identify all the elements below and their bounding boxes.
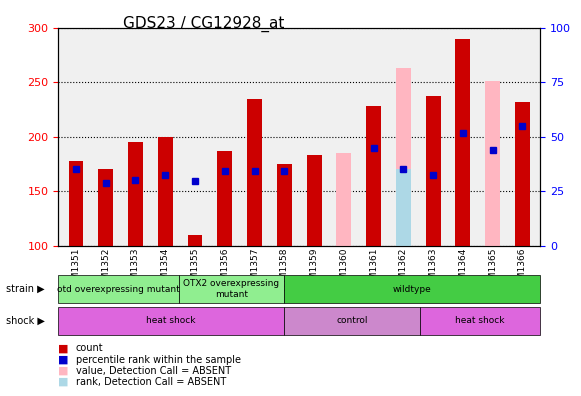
Text: value, Detection Call = ABSENT: value, Detection Call = ABSENT [76,366,231,376]
Text: GSM1354: GSM1354 [161,248,170,291]
Bar [277,164,292,246]
Bar [188,234,202,246]
Text: ■: ■ [58,343,69,354]
Bar [217,151,232,246]
Text: otd overexpressing mutant: otd overexpressing mutant [57,285,180,293]
Bar [336,153,352,246]
Bar [485,81,500,246]
Text: GSM1359: GSM1359 [310,248,318,291]
Text: GSM1351: GSM1351 [71,248,80,291]
Text: GSM1355: GSM1355 [191,248,199,291]
Bar [158,137,173,246]
Text: GSM1360: GSM1360 [339,248,349,291]
Text: shock ▶: shock ▶ [6,316,45,326]
Text: ■: ■ [58,354,69,365]
Bar [128,142,143,246]
Text: GSM1365: GSM1365 [488,248,497,291]
Text: GSM1364: GSM1364 [458,248,468,291]
Text: GSM1361: GSM1361 [369,248,378,291]
Bar [426,96,440,246]
Text: percentile rank within the sample: percentile rank within the sample [76,354,241,365]
Text: GSM1352: GSM1352 [101,248,110,291]
Text: wildtype: wildtype [393,285,432,293]
Bar [307,155,321,246]
Text: count: count [76,343,103,354]
Text: GSM1353: GSM1353 [131,248,140,291]
Text: control: control [336,316,368,325]
Text: GSM1358: GSM1358 [280,248,289,291]
Bar [396,68,411,246]
Bar [456,38,471,246]
Text: GSM1363: GSM1363 [429,248,437,291]
Bar [396,169,411,246]
Bar [247,99,262,246]
Text: rank, Detection Call = ABSENT: rank, Detection Call = ABSENT [76,377,226,387]
Text: heat shock: heat shock [456,316,505,325]
Bar [515,102,530,246]
Text: OTX2 overexpressing
mutant: OTX2 overexpressing mutant [184,280,279,299]
Bar [366,106,381,246]
Text: GDS23 / CG12928_at: GDS23 / CG12928_at [123,16,284,32]
Text: heat shock: heat shock [146,316,196,325]
Text: ■: ■ [58,377,69,387]
Text: ■: ■ [58,366,69,376]
Text: GSM1356: GSM1356 [220,248,229,291]
Bar [98,169,113,246]
Text: GSM1357: GSM1357 [250,248,259,291]
Bar [69,161,84,246]
Text: GSM1362: GSM1362 [399,248,408,291]
Text: GSM1366: GSM1366 [518,248,527,291]
Text: strain ▶: strain ▶ [6,284,44,294]
